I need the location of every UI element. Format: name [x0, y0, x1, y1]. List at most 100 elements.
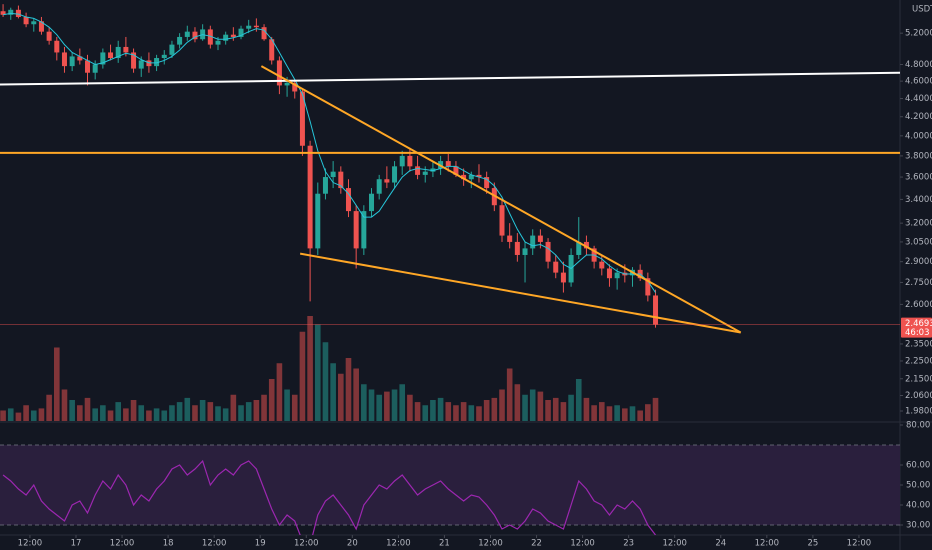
candle-body [269, 39, 275, 61]
volume-bar [391, 389, 398, 421]
candle-body [545, 241, 551, 262]
volume-bar [622, 408, 628, 421]
candle-body [445, 161, 451, 167]
candle-body [77, 56, 83, 61]
y-tick-label: 3.4000 [905, 195, 932, 205]
x-tick-label: 12:00 [386, 539, 411, 549]
candle-body [246, 25, 252, 29]
volume-bar [92, 408, 98, 421]
y-tick-label: 2.6000 [905, 300, 932, 310]
y-tick-label: 4.0000 [905, 131, 932, 141]
y-tick-label: 1.9800 [905, 406, 932, 416]
volume-bar [575, 379, 582, 421]
volume-bar [230, 394, 237, 421]
volume-bar [245, 402, 252, 421]
volume-bar [192, 405, 198, 421]
candle-body [484, 177, 490, 189]
volume-bar [146, 410, 152, 421]
volume-bar [268, 379, 275, 421]
volume-bar [115, 402, 122, 421]
candle-body [361, 211, 367, 249]
volume-bar [637, 410, 643, 421]
x-tick-label: 12:00 [18, 539, 43, 549]
volume-bar [591, 405, 597, 421]
candle-body [169, 44, 175, 55]
candle-body [645, 278, 651, 296]
y-tick-label: 3.2000 [905, 219, 932, 229]
candle-body [54, 40, 60, 53]
volume-bar [215, 406, 221, 421]
volume-bar [7, 408, 14, 421]
rsi-tick-label: 60.00 [906, 461, 930, 471]
candle-body [576, 241, 582, 255]
volume-bar [299, 331, 306, 421]
candle-body [184, 31, 190, 37]
candle-body [453, 166, 459, 175]
candle-body [430, 168, 436, 172]
y-tick-label: 2.7500 [905, 278, 932, 288]
volume-bar [399, 384, 406, 421]
volume-bar [84, 397, 91, 421]
x-tick-label: 21 [439, 539, 450, 549]
candle-body [207, 29, 213, 45]
x-tick-label: 12:00 [478, 539, 503, 549]
y-tick-label: 5.2000 [905, 29, 932, 39]
volume-bar [77, 405, 83, 421]
x-tick-label: 22 [531, 539, 542, 549]
volume-bar [38, 408, 45, 421]
volume-bar [568, 394, 574, 421]
y-tick-label: 2.9000 [905, 257, 932, 267]
volume-bar [537, 391, 544, 421]
candle-body [131, 52, 137, 69]
volume-bar [176, 402, 183, 421]
volume-bar [522, 394, 528, 421]
candle-body [384, 179, 390, 183]
volume-bar [330, 363, 336, 421]
volume-bar [629, 406, 636, 421]
candle-body [315, 193, 321, 249]
volume-bar [384, 391, 390, 421]
volume-bar [361, 384, 367, 421]
candle-body [85, 60, 91, 73]
y-tick-label: 2.3500 [905, 339, 932, 349]
x-tick-label: 12:00 [202, 539, 227, 549]
candle-body [369, 193, 375, 212]
candle-body [0, 11, 6, 15]
candle-body [15, 9, 21, 17]
y-tick-label: 4.4000 [905, 94, 932, 104]
candle-body [338, 171, 344, 189]
x-tick-label: 20 [347, 539, 358, 549]
volume-bar [529, 389, 536, 421]
candle-body [230, 34, 236, 37]
candle-body [499, 205, 505, 236]
rsi-band [0, 445, 900, 525]
candle-body [537, 235, 543, 242]
volume-bar [69, 400, 75, 421]
candle-body [69, 56, 75, 67]
volume-bar [476, 406, 482, 421]
trend-line [0, 71, 901, 86]
volume-bar [307, 316, 313, 421]
x-tick-label: 19 [255, 539, 266, 549]
volume-bar [483, 400, 490, 421]
volume-bar [430, 400, 436, 421]
countdown-label: 46:03 [905, 328, 930, 338]
volume-bar [560, 402, 567, 421]
volume-bar [23, 405, 29, 421]
volume-bar [100, 405, 106, 421]
volume-bar [368, 389, 375, 421]
volume-bar [314, 324, 321, 421]
candle-body [215, 40, 221, 45]
candle-body [31, 21, 37, 25]
rsi-tick-label: 30.00 [906, 521, 930, 531]
rsi-tick-label: 50.00 [906, 481, 930, 491]
volume-bar [445, 402, 452, 421]
candle-body [299, 91, 305, 146]
candle-body [376, 179, 382, 194]
y-tick-label: 2.2500 [905, 356, 932, 366]
volume-bar [422, 405, 429, 421]
volume-bar [284, 389, 290, 421]
candle-body [614, 272, 620, 279]
candle-body [476, 174, 482, 178]
candle-body [115, 46, 121, 59]
